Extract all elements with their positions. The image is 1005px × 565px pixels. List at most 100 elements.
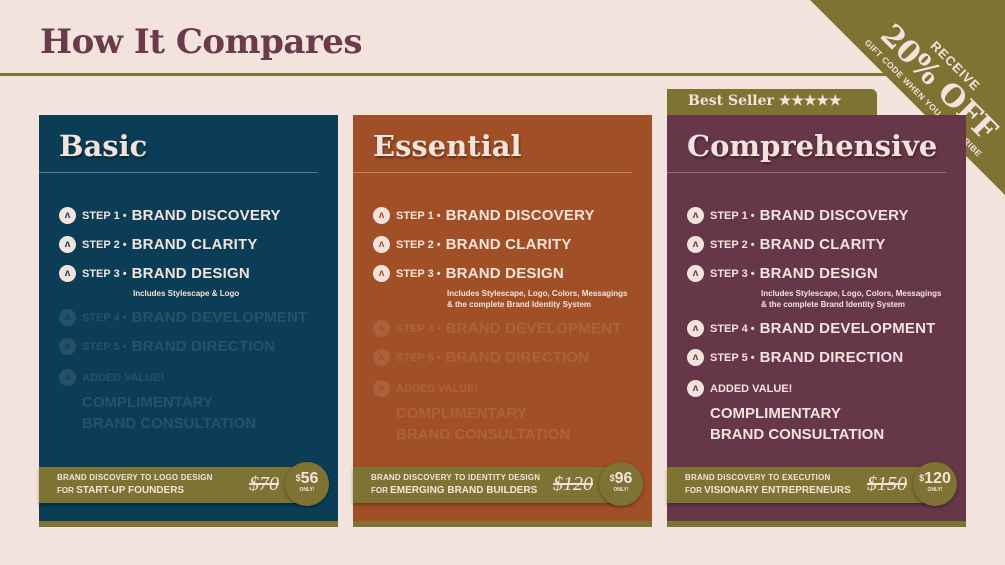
logo-mark-icon: ʌ [687,265,704,282]
step-item: ʌ STEP 5 • BRAND DIRECTION [59,332,338,361]
logo-mark-icon: ʌ [373,349,390,366]
step-name: BRAND DIRECTION [759,349,904,366]
old-price: $150 [867,473,907,495]
step-label: STEP 2 • [710,238,755,251]
added-value-item: ʌ ADDED VALUE! [687,374,966,403]
step-label: STEP 4 • [710,322,755,335]
logo-mark-icon: ʌ [687,236,704,253]
step-detail: & the complete Brand Identity System [447,300,592,309]
price-band-text: BRAND DISCOVERY TO IDENTITY DESIGN FOR EM… [371,472,540,497]
step-label: STEP 3 • [82,267,127,280]
step-item: ʌ STEP 5 • BRAND DIRECTION [687,343,966,372]
logo-mark-icon: ʌ [687,380,704,397]
added-value-item: ʌ ADDED VALUE! [59,363,338,392]
plan-steps: ʌ STEP 1 • BRAND DISCOVERY ʌ STEP 2 • BRAND C… [667,173,966,445]
title-divider [0,73,1005,76]
plan-card-comprehensive[interactable]: Comprehensive ʌ STEP 1 • BRAND DISCOVERY ʌ ST… [667,115,966,527]
logo-mark-icon: ʌ [59,207,76,224]
step-detail: Includes Stylescape & Logo [133,289,240,298]
plan-name: Basic [39,115,318,173]
step-label: STEP 5 • [710,351,755,364]
logo-mark-icon: ʌ [59,309,76,326]
current-price: $120 [913,470,957,487]
step-item: ʌ STEP 3 • BRAND DESIGN [59,259,338,288]
step-name: BRAND CLARITY [445,236,572,253]
step-item: ʌ STEP 3 • BRAND DESIGN [373,259,652,288]
plan-card-basic[interactable]: Basic ʌ STEP 1 • BRAND DISCOVERY ʌ STEP 2 • BR… [39,115,338,527]
audience-prefix: FOR [57,486,74,495]
added-value-line: COMPLIMENTARY [710,405,841,422]
step-label: STEP 3 • [710,267,755,280]
added-value-line: BRAND CONSULTATION [710,426,885,443]
plan-audience: VISIONARY ENTREPRENEURS [704,485,851,496]
step-name: BRAND DIRECTION [131,338,276,355]
step-item: ʌ STEP 3 • BRAND DESIGN [687,259,966,288]
logo-mark-icon: ʌ [59,236,76,253]
logo-mark-icon: ʌ [687,349,704,366]
price-value: 56 [300,470,319,487]
plan-range: BRAND DISCOVERY TO LOGO DESIGN [57,473,213,482]
logo-mark-icon: ʌ [59,265,76,282]
plan-name: Comprehensive [667,115,946,173]
added-value-line: BRAND CONSULTATION [82,415,257,432]
step-item: ʌ STEP 4 • BRAND DEVELOPMENT [373,314,652,343]
plan-steps: ʌ STEP 1 • BRAND DISCOVERY ʌ STEP 2 • BRAND C… [353,173,652,445]
step-name: BRAND DEVELOPMENT [131,309,308,326]
step-item: ʌ STEP 1 • BRAND DISCOVERY [59,201,338,230]
logo-mark-icon: ʌ [373,207,390,224]
price-only-label: ONLY! [927,487,943,493]
price-band: BRAND DISCOVERY TO EXECUTION FOR VISIONAR… [667,467,945,503]
step-item: ʌ STEP 1 • BRAND DISCOVERY [687,201,966,230]
plan-card-essential[interactable]: Essential ʌ STEP 1 • BRAND DISCOVERY ʌ STEP 2… [353,115,652,527]
best-seller-badge: Best Seller ★★★★★ [667,89,877,116]
added-value-label: ADDED VALUE! [710,382,793,395]
price-only-label: ONLY! [613,487,629,493]
logo-mark-icon: ʌ [59,369,76,386]
step-name: BRAND DISCOVERY [131,207,281,224]
price-circle[interactable]: $96 ONLY! [599,462,643,506]
step-label: STEP 5 • [82,340,127,353]
page-title: How It Compares [40,22,363,62]
plan-name: Essential [353,115,632,173]
added-value-label: ADDED VALUE! [82,371,165,384]
plan-range: BRAND DISCOVERY TO EXECUTION [685,473,831,482]
step-label: STEP 1 • [396,209,441,222]
step-name: BRAND DIRECTION [445,349,590,366]
step-item: ʌ STEP 4 • BRAND DEVELOPMENT [59,303,338,332]
card-footer-strip [353,521,652,527]
logo-mark-icon: ʌ [687,320,704,337]
step-item: ʌ STEP 2 • BRAND CLARITY [687,230,966,259]
step-name: BRAND CLARITY [131,236,258,253]
price-circle[interactable]: $56 ONLY! [285,462,329,506]
step-name: BRAND DEVELOPMENT [445,320,622,337]
price-band: BRAND DISCOVERY TO LOGO DESIGN FOR START-… [39,467,317,503]
current-price: $96 [599,470,643,487]
step-item: ʌ STEP 5 • BRAND DIRECTION [373,343,652,372]
price-currency: $ [295,473,301,483]
step-label: STEP 2 • [396,238,441,251]
added-value-line: COMPLIMENTARY [82,394,213,411]
price-value: 96 [614,470,633,487]
plan-audience-line: FOR VISIONARY ENTREPRENEURS [685,485,851,497]
logo-mark-icon: ʌ [373,320,390,337]
step-detail: & the complete Brand Identity System [761,300,906,309]
price-circle[interactable]: $120 ONLY! [913,462,957,506]
step-name: BRAND DESIGN [131,265,250,282]
old-price: $120 [553,473,593,495]
price-value: 120 [924,470,951,487]
price-band-text: BRAND DISCOVERY TO EXECUTION FOR VISIONAR… [685,472,851,497]
logo-mark-icon: ʌ [373,265,390,282]
logo-mark-icon: ʌ [373,236,390,253]
step-name: BRAND DESIGN [445,265,564,282]
audience-prefix: FOR [685,486,702,495]
added-value-item: ʌ ADDED VALUE! [373,374,652,403]
step-item: ʌ STEP 4 • BRAND DEVELOPMENT [687,314,966,343]
step-label: STEP 4 • [82,311,127,324]
price-currency: $ [609,473,615,483]
plan-audience: EMERGING BRAND BUILDERS [390,485,538,496]
price-band-text: BRAND DISCOVERY TO LOGO DESIGN FOR START-… [57,472,213,497]
added-value-label: ADDED VALUE! [396,382,479,395]
plan-audience-line: FOR EMERGING BRAND BUILDERS [371,485,540,497]
step-name: BRAND DESIGN [759,265,878,282]
step-label: STEP 1 • [710,209,755,222]
